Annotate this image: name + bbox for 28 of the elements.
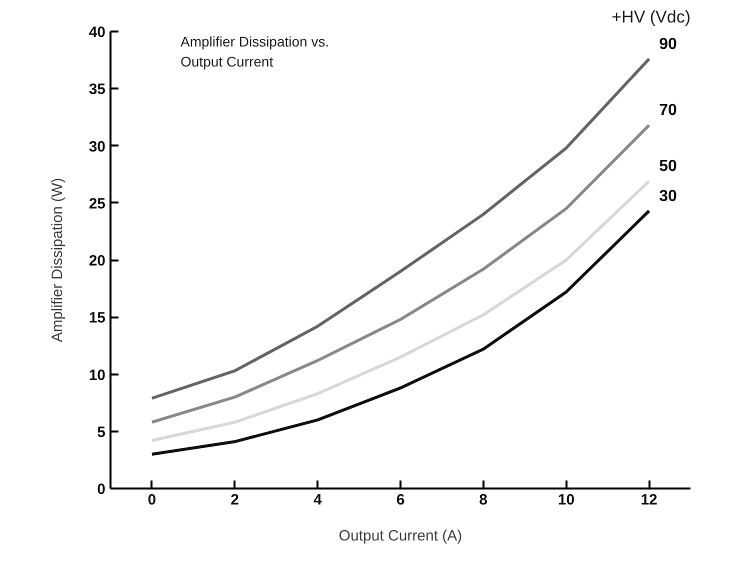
line-series xyxy=(150,180,651,442)
series-label: 70 xyxy=(659,102,677,120)
x-tick-label: 4 xyxy=(313,492,322,508)
y-tick-label: 0 xyxy=(97,481,106,498)
y-tick-label: 15 xyxy=(88,310,106,327)
x-tick-label: 2 xyxy=(230,492,239,508)
x-axis-title: Output Current (A) xyxy=(338,528,462,544)
text: Amplifier Dissipation vs. Output Current xyxy=(180,34,330,70)
y-tick-label: 30 xyxy=(88,138,106,156)
x-tick-label: 10 xyxy=(558,492,575,508)
y-tick-label: 25 xyxy=(88,195,106,212)
legend-title: +HV (Vdc) xyxy=(612,8,691,26)
x-tick-label: 8 xyxy=(479,492,488,508)
y-tick-label: 20 xyxy=(88,252,106,270)
x-tick-label: 12 xyxy=(640,492,658,508)
y-tick-label: 40 xyxy=(88,24,106,41)
x-tick-label: 6 xyxy=(396,492,405,508)
series-label: 50 xyxy=(659,158,677,176)
line-series xyxy=(150,124,651,424)
y-tick-label: 35 xyxy=(88,81,106,98)
x-tick-label: 0 xyxy=(148,492,156,508)
y-tick-label: 10 xyxy=(88,366,106,384)
line-series xyxy=(150,209,651,456)
series-label: 30 xyxy=(659,188,677,205)
y-tick-label: 5 xyxy=(97,424,106,441)
series-label: 90 xyxy=(659,36,677,53)
y-axis-title: Amplifier Dissipation (W) xyxy=(48,178,66,342)
line-series xyxy=(150,57,651,400)
